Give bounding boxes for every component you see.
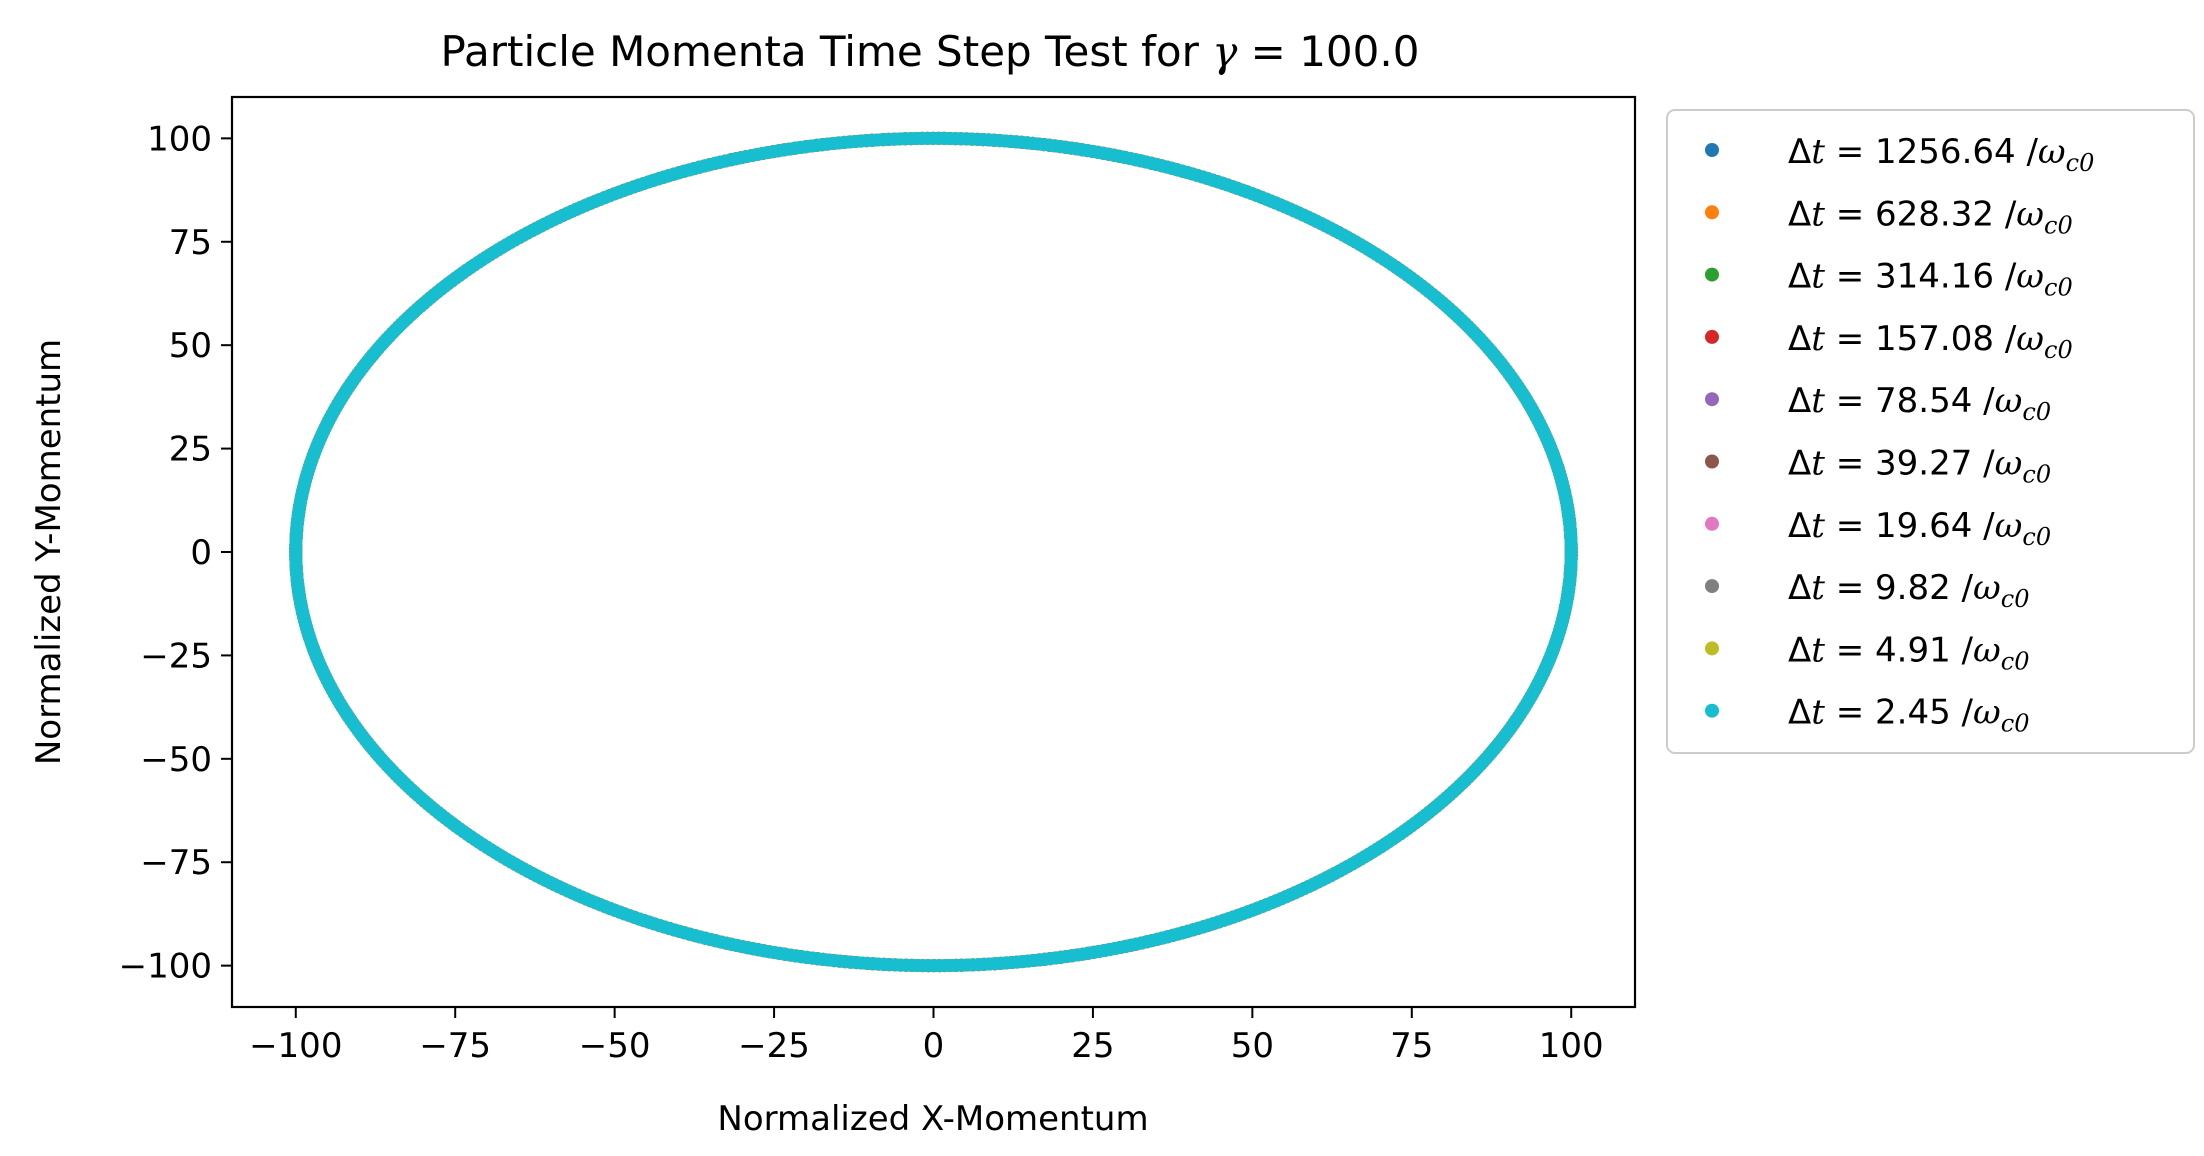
chart-title: Particle Momenta Time Step Test for γ = …: [441, 27, 1420, 76]
plot-data: [289, 131, 1578, 973]
